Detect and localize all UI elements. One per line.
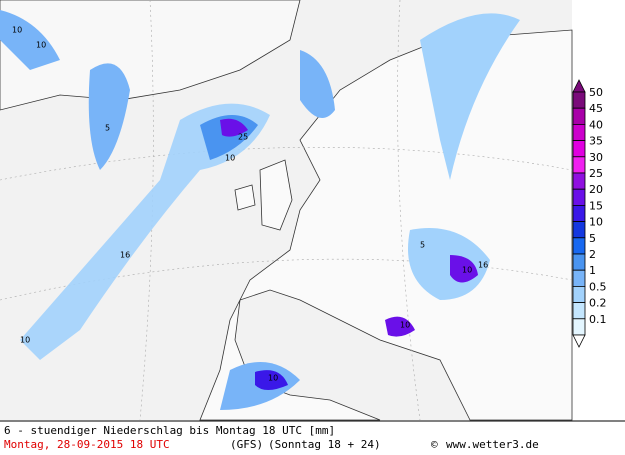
legend-swatch [572, 269, 586, 287]
legend-swatch [572, 204, 586, 222]
copyright-symbol: © [431, 438, 438, 451]
contour-label: 16 [120, 251, 130, 260]
legend-swatch [572, 253, 586, 271]
contour-label: 5 [105, 124, 110, 133]
contour-label: 10 [225, 154, 235, 163]
legend-swatch [572, 318, 586, 336]
legend-swatch [572, 172, 586, 190]
legend-swatch [572, 124, 586, 142]
legend-swatch [572, 156, 586, 174]
legend-label: 0.1 [589, 313, 607, 326]
legend-label: 50 [589, 86, 603, 99]
contour-label: 10 [400, 321, 410, 330]
legend-swatch [572, 285, 586, 303]
greenland [0, 0, 301, 111]
contour-label: 10 [268, 374, 278, 383]
legend-label: 10 [589, 216, 603, 229]
legend-swatch [572, 107, 586, 125]
legend: 50 45 40 35 30 25 20 15 10 5 2 1 0.5 0.2 0.1 [572, 79, 607, 348]
legend-swatch [572, 237, 586, 255]
contour-label: 16 [478, 261, 488, 270]
contour-label: 10 [12, 26, 22, 35]
contour-label: 5 [420, 241, 425, 250]
contour-labels: 10 5 25 10 10 16 10 5 10 10 16 10 [12, 26, 488, 383]
legend-label: 25 [589, 167, 603, 180]
footer-model: (GFS) [230, 438, 263, 451]
legend-label: 30 [589, 151, 603, 164]
legend-bottom-arrow [572, 334, 586, 348]
footer-description: 6 - stuendiger Niederschlag bis Montag 1… [4, 424, 335, 437]
britain [259, 159, 293, 231]
legend-swatch [572, 302, 586, 320]
legend-label: 40 [589, 118, 603, 131]
legend-label: 1 [589, 264, 596, 277]
ireland [234, 184, 256, 211]
legend-label: 0.5 [589, 280, 607, 293]
europe-africa [199, 29, 573, 421]
legend-label: 45 [589, 102, 603, 115]
legend-swatch [572, 91, 586, 109]
contour-label: 10 [36, 41, 46, 50]
contour-label: 10 [462, 266, 472, 275]
footer-date: Montag, 28-09-2015 18 UTC [4, 438, 170, 451]
map: 10 5 25 10 10 16 10 5 10 10 16 10 [0, 0, 573, 421]
contour-label: 10 [20, 336, 30, 345]
legend-label: 2 [589, 248, 596, 261]
legend-label: 15 [589, 199, 603, 212]
legend-swatch [572, 221, 586, 239]
legend-swatch [572, 140, 586, 158]
legend-label: 0.2 [589, 297, 607, 310]
legend-label: 20 [589, 183, 603, 196]
footer-run: (Sonntag 18 + 24) [268, 438, 381, 451]
legend-swatch [572, 188, 586, 206]
legend-label: 5 [589, 232, 596, 245]
footer-credit[interactable]: www.wetter3.de [446, 438, 539, 451]
contour-label: 25 [238, 133, 248, 142]
precipitation [0, 10, 520, 410]
legend-label: 35 [589, 135, 603, 148]
